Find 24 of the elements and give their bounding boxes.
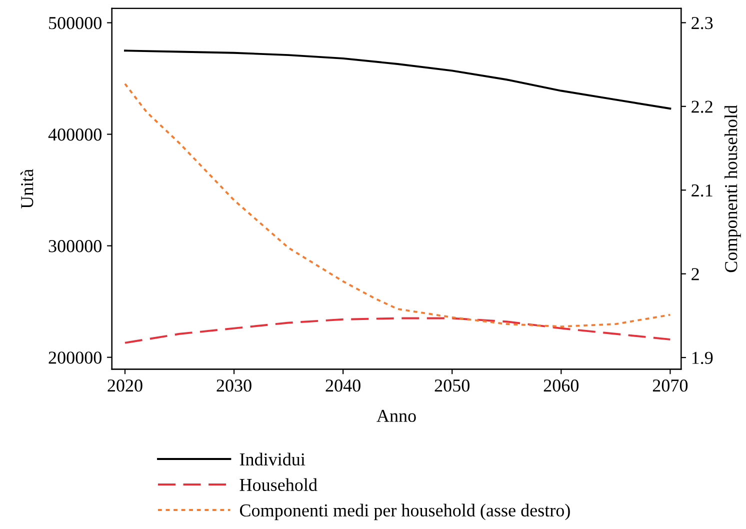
line-series bbox=[124, 317, 672, 344]
legend-label: Individui bbox=[240, 452, 306, 466]
x-tick-label: 2070 bbox=[652, 379, 688, 392]
x-tick-label: 2050 bbox=[434, 379, 470, 392]
y-tick-label: 200000 bbox=[48, 352, 102, 364]
y2-tick-label: 2 bbox=[692, 268, 699, 280]
y2-tick-label: 2.1 bbox=[692, 184, 712, 197]
x-tick-label: 2060 bbox=[544, 379, 579, 392]
y2-axis-title: Componenti household bbox=[724, 105, 741, 272]
line-series bbox=[124, 82, 672, 328]
y-axis-title: Unità bbox=[20, 169, 34, 209]
y-tick-label: 500000 bbox=[49, 16, 102, 30]
x-axis-title: Anno bbox=[376, 410, 416, 422]
x-tick-label: 2020 bbox=[108, 379, 142, 392]
y2-tick-label: 2.2 bbox=[692, 100, 712, 113]
legend-label: Componenti medi per household (asse destro) bbox=[240, 504, 570, 520]
y2-tick-label: 2.3 bbox=[692, 17, 713, 30]
legend-label: Household bbox=[240, 478, 318, 492]
y2-tick-label: 1.9 bbox=[692, 352, 713, 364]
x-tick-label: 2030 bbox=[216, 379, 252, 392]
y-tick-label: 400000 bbox=[48, 128, 102, 141]
x-tick-label: 2040 bbox=[326, 379, 360, 392]
line-series bbox=[124, 50, 672, 110]
y-tick-label: 300000 bbox=[48, 240, 102, 252]
